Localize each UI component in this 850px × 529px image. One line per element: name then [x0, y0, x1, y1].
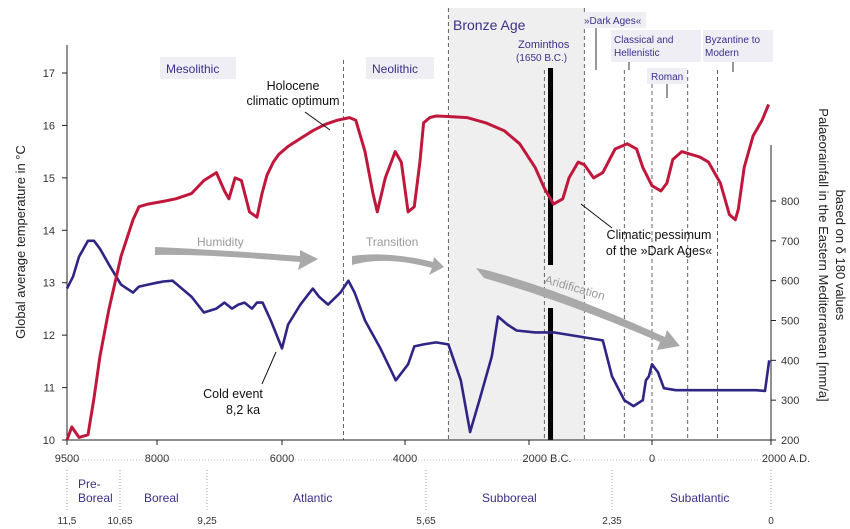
left-axis-title: Global average temperature in °C — [13, 145, 28, 339]
period-labels: Mesolithic Neolithic Bronze Age »Dark Ag… — [160, 12, 773, 98]
cold-event-line2: 8,2 ka — [226, 403, 260, 417]
y-tick-label: 10 — [43, 435, 55, 447]
period-classical-line1: Classical and — [614, 35, 673, 46]
right-axis-title-line1: Palaeorainfall in the Eastern Mediterran… — [816, 108, 831, 401]
zone-subatlantic: Subatlantic — [670, 491, 729, 505]
zone-boreal: Boreal — [144, 491, 179, 505]
period-classical-line2: Hellenistic — [614, 48, 660, 59]
zominthos-label-line2: (1650 B.C.) — [516, 53, 567, 64]
axes — [66, 45, 772, 441]
y-tick-label: 12 — [43, 330, 55, 342]
humidity-arrow — [155, 247, 318, 270]
zone-preboreal-line1: Pre- — [78, 477, 101, 491]
temperature-line — [65, 103, 770, 441]
period-roman: Roman — [651, 72, 683, 83]
y-tick-label: 13 — [43, 278, 55, 290]
period-dividers — [343, 8, 718, 440]
bronze-age-band — [448, 8, 585, 440]
y-tick-label: 15 — [43, 173, 55, 185]
zone-tick-label: 11,5 — [58, 516, 77, 527]
period-byzantine-line1: Byzantine to — [705, 35, 760, 46]
period-bronze-age: Bronze Age — [453, 17, 526, 33]
zone-subboreal: Subboreal — [482, 491, 537, 505]
zone-tick-label: 10,65 — [107, 516, 132, 527]
period-mesolithic: Mesolithic — [166, 62, 219, 76]
x-tick-label: 8000 — [145, 453, 169, 465]
climatic-pessimum-line1: Climatic pessimum — [607, 228, 712, 242]
aridification-arrow — [476, 268, 680, 350]
y2-tick-label: 700 — [781, 236, 799, 248]
zone-preboreal-line2: Boreal — [78, 491, 113, 505]
cold-event-line1: Cold event — [203, 387, 263, 401]
y2-ticks: 200 300 400 500 600 700 800 — [771, 196, 799, 447]
y-tick-label: 14 — [43, 225, 55, 237]
trend-arrows: Humidity Transition Aridification — [155, 235, 680, 350]
y-ticks: 10 11 12 13 14 15 16 17 — [43, 68, 67, 447]
y-tick-label: 17 — [43, 68, 55, 80]
humidity-label: Humidity — [197, 235, 244, 249]
x-tick-label: 2000 A.D. — [762, 453, 810, 465]
x-tick-label: 0 — [649, 453, 655, 465]
climatic-pessimum-line2: of the »Dark Ages« — [606, 244, 712, 258]
zone-tick-label: 0 — [768, 516, 774, 527]
zone-tick-label: 5,65 — [416, 516, 436, 527]
zone-atlantic: Atlantic — [293, 491, 332, 505]
y2-tick-label: 200 — [781, 435, 799, 447]
y-tick-label: 11 — [44, 383, 55, 395]
y2-tick-label: 400 — [781, 355, 799, 367]
y2-tick-label: 300 — [781, 395, 799, 407]
period-neolithic: Neolithic — [372, 62, 418, 76]
y2-tick-label: 600 — [781, 276, 799, 288]
holocene-optimum-line1: Holocene — [267, 79, 320, 93]
period-dark-ages: »Dark Ages« — [584, 16, 642, 27]
holocene-optimum-line2: climatic optimum — [246, 94, 339, 108]
period-byzantine-line2: Modern — [705, 48, 739, 59]
right-axis-title-line2: based on δ 180 values — [833, 190, 848, 321]
rainfall-line — [65, 239, 771, 434]
y2-tick-label: 800 — [781, 196, 799, 208]
zone-tick-label: 2,35 — [602, 516, 622, 527]
x-tick-label: 6000 — [270, 453, 294, 465]
zominthos-label-line1: Zominthos — [518, 39, 570, 51]
transition-label: Transition — [366, 235, 418, 249]
x-tick-label: 2000 B.C. — [523, 453, 572, 465]
transition-arrow — [352, 254, 444, 275]
zone-tick-label: 9,25 — [197, 516, 217, 527]
x-tick-label: 4000 — [393, 453, 417, 465]
y-tick-label: 16 — [43, 120, 55, 132]
climate-zones: Pre- Boreal Boreal Atlantic Subboreal Su… — [58, 459, 774, 527]
annotations: Holocene climatic optimum Climatic pessi… — [203, 79, 712, 417]
x-ticks: 9500 8000 6000 4000 2000 B.C. 0 2000 A.D. — [55, 440, 810, 465]
y2-tick-label: 500 — [781, 316, 799, 328]
x-tick-label: 9500 — [55, 453, 79, 465]
